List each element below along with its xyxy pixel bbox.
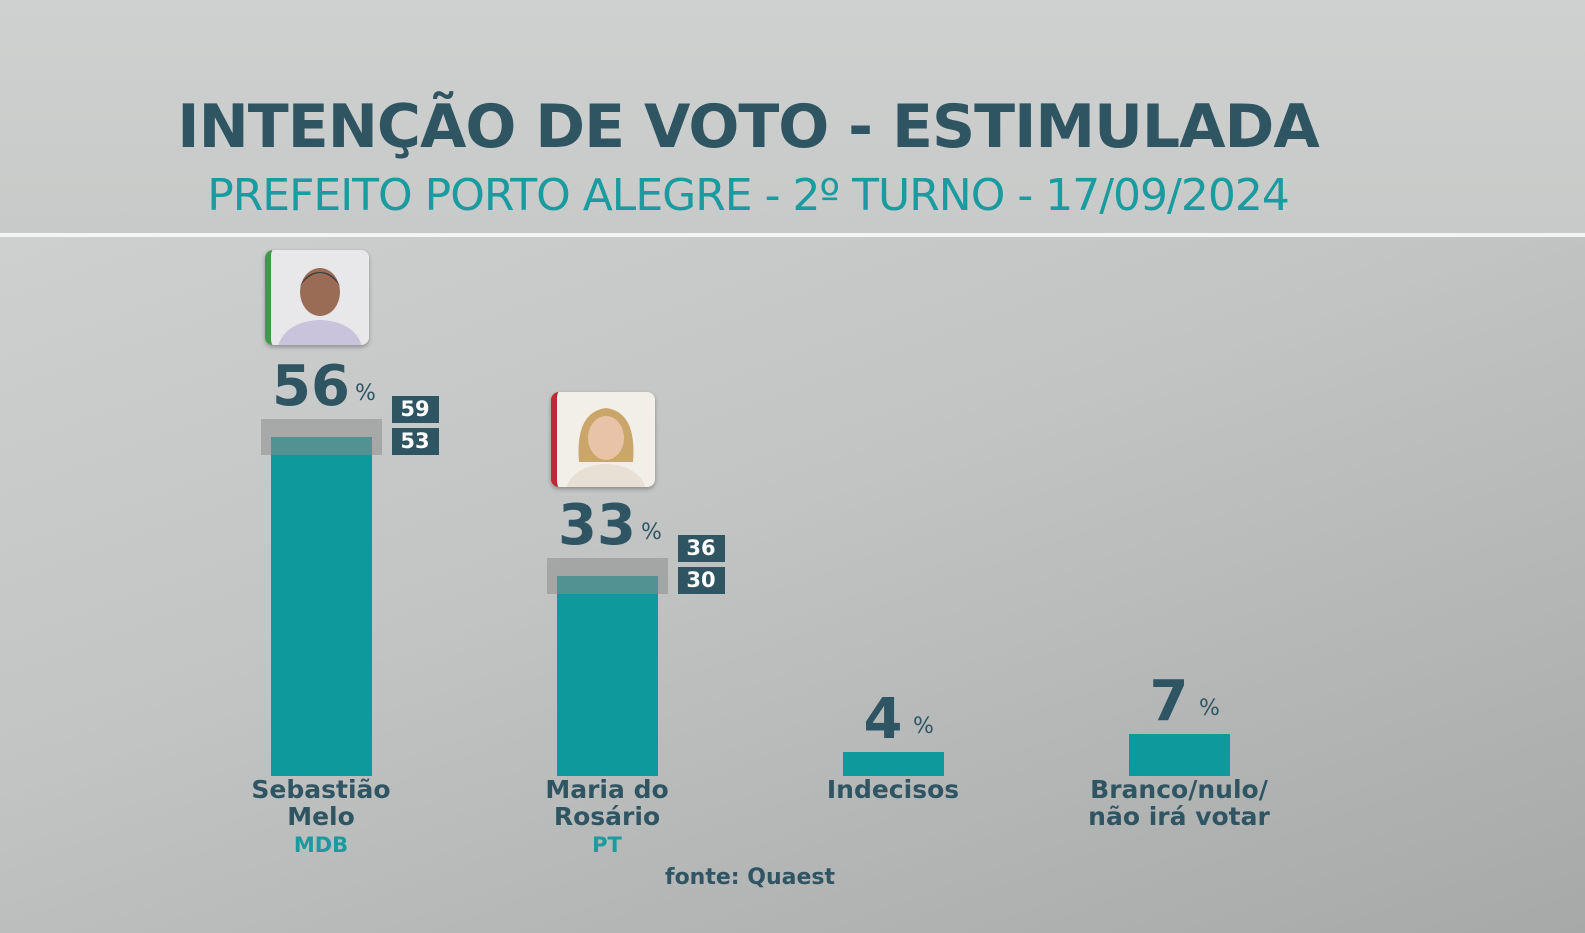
bar [270,437,372,776]
chart-title: INTENÇÃO DE VOTO - ESTIMULADA [177,92,1320,162]
value-label: 7 [1149,668,1189,734]
upper-label: 36 [677,535,725,563]
party-label: PT [592,833,622,857]
error-band [546,558,668,595]
portrait [271,250,369,345]
category-label: Sebastião Melo [251,775,391,831]
value-label: 56 [272,354,350,420]
error-band [260,419,382,456]
value-label: 4 [863,686,903,752]
bar [842,751,944,776]
unit-label: % [641,520,662,546]
candidate-photo [551,392,655,487]
unit-label: % [913,713,934,739]
party-label: MDB [293,833,349,857]
unit-label: % [1199,695,1220,721]
value-label: 33 [558,493,636,559]
candidate-photo [265,250,369,345]
source-note: fonte: Quaest [665,865,835,890]
upper-label: 59 [391,396,439,424]
unit-label: % [355,381,376,407]
bar [1128,733,1230,776]
portrait [557,392,655,487]
divider [0,233,1585,237]
header-band [0,0,1585,234]
category-label: Indecisos [826,775,960,804]
chart-subtitle: PREFEITO PORTO ALEGRE - 2º TURNO - 17/09… [207,170,1290,221]
bar [556,576,658,776]
lower-label: 53 [391,428,439,456]
lower-label: 30 [677,567,725,595]
category-label: Maria do Rosário [545,775,669,831]
category-label: Branco/nulo/ não irá votar [1088,775,1270,831]
